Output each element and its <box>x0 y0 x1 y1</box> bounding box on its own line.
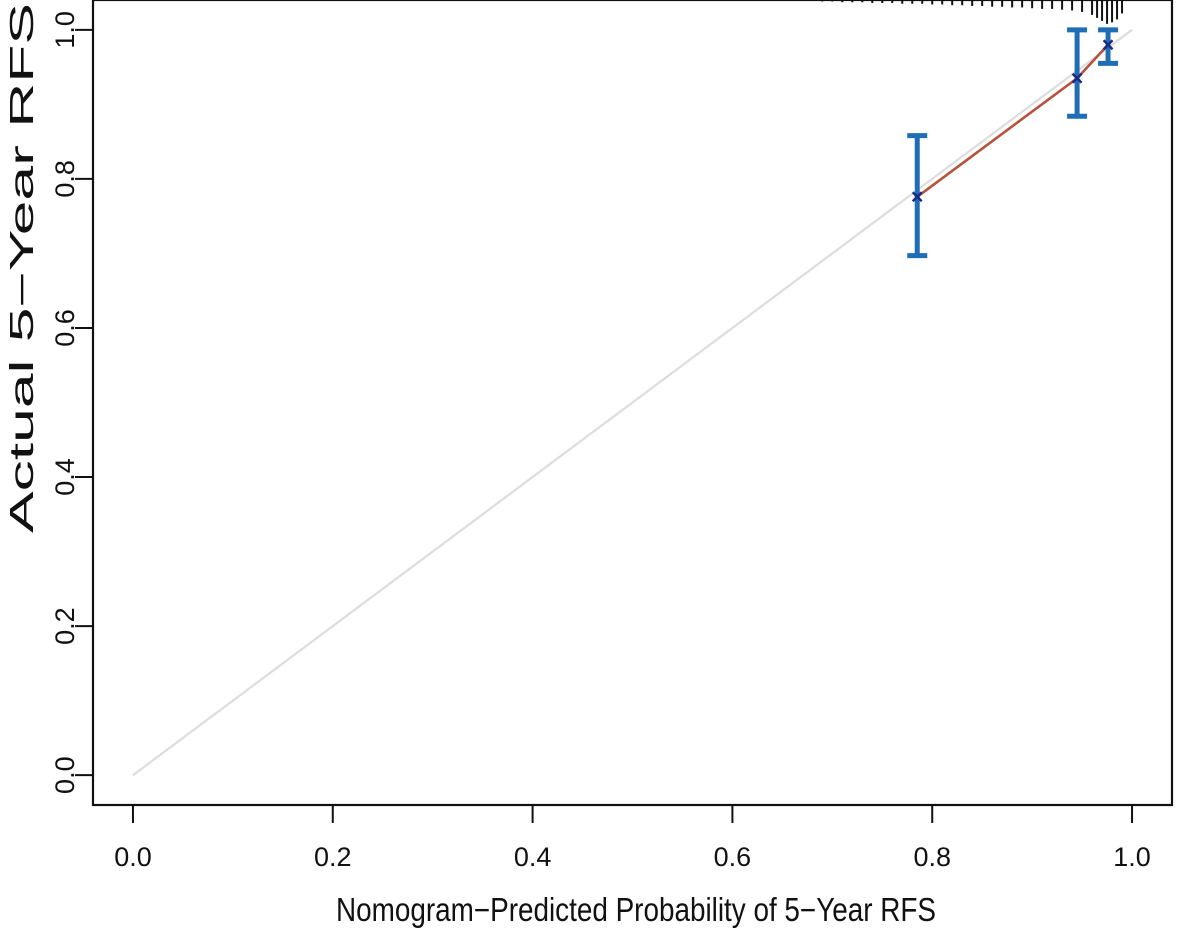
plot-border <box>91 0 1174 807</box>
y-tick-label: 0.6 <box>50 309 80 347</box>
y-axis-title: Actual 5−Year RFS <box>3 3 40 533</box>
x-tick-label: 0.4 <box>514 842 552 872</box>
data-point-marker <box>1071 72 1083 84</box>
plot-area <box>132 0 1133 777</box>
rug-layer <box>821 0 1124 24</box>
x-axis-title: Nomogram−Predicted Probability of 5−Year… <box>336 891 936 928</box>
y-tick-label: 0.4 <box>50 458 80 496</box>
plot-frame <box>91 0 1174 807</box>
y-tick-label: 0.2 <box>50 607 80 645</box>
series-layer <box>907 27 1119 259</box>
data-point-marker <box>1102 39 1114 51</box>
x-tick-label: 0.0 <box>114 842 152 872</box>
x-tick-label: 1.0 <box>1113 842 1151 872</box>
y-tick-label: 0.8 <box>50 160 80 198</box>
y-tick-label: 1.0 <box>50 11 80 49</box>
x-tick-label: 0.2 <box>314 842 352 872</box>
x-tick-label: 0.8 <box>913 842 951 872</box>
reference-line <box>132 28 1133 777</box>
x-axis: 0.0 0.2 0.4 0.6 0.8 1.0 <box>114 805 1151 872</box>
data-point-marker <box>911 191 923 203</box>
y-tick-label: 0.0 <box>50 756 80 794</box>
y-axis: 0.0 0.2 0.4 0.6 0.8 1.0 <box>50 11 93 794</box>
x-tick-label: 0.6 <box>714 842 752 872</box>
reference-line-layer <box>132 28 1133 777</box>
